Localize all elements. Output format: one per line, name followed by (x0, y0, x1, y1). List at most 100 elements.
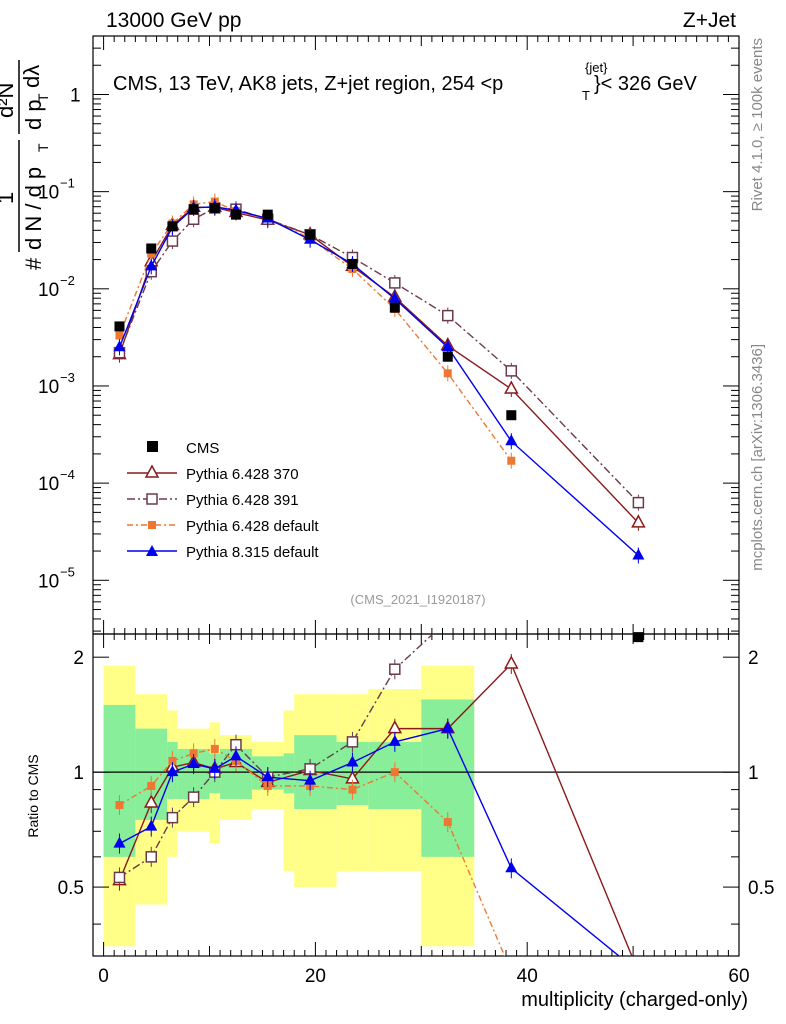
rivet-version-label: Rivet 4.1.0, ≥ 100k events (749, 38, 766, 211)
legend-entry-p6-370: Pythia 6.428 370 (127, 464, 299, 483)
ratio-point-pythia-8-315-default (261, 770, 274, 782)
y-axis-label: # d N / d p T 1 d p T dλ d²N (0, 60, 51, 270)
series-line-pythia-6-428-391 (118, 207, 639, 504)
cms-point (167, 221, 178, 232)
ratio-y-tick-label-right: 2 (748, 648, 759, 669)
data-point-pythia-6-428-370 (504, 380, 519, 394)
legend-label-p8-default: Pythia 8.315 default (186, 544, 319, 561)
cms-point (347, 259, 358, 270)
y-tick-label: 1 (70, 85, 81, 106)
y-tick-label: 10 (38, 280, 59, 301)
legend-marker-p6-370 (144, 464, 160, 478)
data-point-pythia-6-428-default (507, 456, 516, 465)
data-point-pythia-6-428-391 (389, 277, 401, 289)
legend-label-p6-default: Pythia 6.428 default (186, 518, 319, 535)
y-tick-label-exponent: −1 (60, 176, 75, 191)
y-label-den-sub: T (35, 143, 51, 152)
cms-point (188, 204, 199, 215)
ratio-point-pythia-8-315-default (304, 773, 317, 785)
title-post: }< 326 GeV (594, 73, 698, 95)
cms-point (262, 209, 273, 220)
y-tick-label: 10 (38, 183, 59, 204)
data-point-pythia-6-428-391 (442, 309, 454, 322)
y-tick-label: 10 (38, 377, 59, 398)
legend-marker-p6-default (148, 521, 156, 529)
ratio-y-axis-label: Ratio to CMS (25, 754, 41, 837)
ratio-point-pythia-6-428-default (115, 801, 124, 810)
ratio-point-pythia-8-315-default (166, 765, 179, 777)
cms-point (114, 321, 125, 332)
y-tick-label-exponent: −3 (60, 370, 75, 385)
title-pre: CMS, 13 TeV, AK8 jets, Z+jet region, 254… (113, 73, 503, 95)
ratio-series-group (112, 634, 633, 956)
y-tick-label-exponent: −4 (60, 467, 75, 482)
mcplots-label: mcplots.cern.ch [arXiv:1306.3436] (749, 344, 766, 571)
ratio-point-pythia-8-315-default (346, 755, 359, 767)
legend-entry-p8-default: Pythia 8.315 default (127, 544, 319, 561)
legend-label-cms: CMS (186, 440, 219, 457)
legend-label-p6-370: Pythia 6.428 370 (186, 466, 299, 483)
ratio-point-pythia-6-428-391 (346, 736, 359, 748)
data-point-pythia-8-315-default (632, 548, 645, 560)
legend-entry-p6-391: Pythia 6.428 391 (127, 492, 299, 509)
ratio-plot-frame (92, 633, 740, 957)
data-point-pythia-8-315-default (441, 340, 454, 352)
ratio-point-pythia-8-315-default (208, 761, 221, 773)
data-point-pythia-6-428-391 (166, 235, 179, 247)
ratio-uncertainty-bands (93, 665, 739, 947)
legend-marker-p8-default (146, 545, 158, 556)
ratio-point-pythia-6-428-default (189, 749, 198, 758)
data-point-pythia-6-428-default (115, 331, 124, 340)
ratio-point-pythia-8-315-default (113, 836, 126, 848)
chart-title: CMS, 13 TeV, AK8 jets, Z+jet region, 254… (113, 60, 698, 103)
y-tick-label-exponent: −5 (60, 564, 75, 579)
ratio-point-pythia-6-428-370 (143, 794, 159, 808)
x-tick-label: 60 (728, 966, 749, 987)
ratio-point-pythia-6-428-default (147, 781, 156, 790)
header-left: 13000 GeV pp (106, 9, 241, 32)
cms-point (389, 302, 400, 313)
ratio-point-pythia-6-428-default (348, 785, 357, 794)
data-point-pythia-8-315-default (145, 259, 158, 271)
legend-label-p6-391: Pythia 6.428 391 (186, 492, 299, 509)
ratio-point-pythia-6-428-391 (145, 851, 157, 863)
cms-point (230, 209, 241, 220)
ratio-point-pythia-6-428-391 (187, 791, 200, 803)
y-label-den-text: d N / d p (21, 167, 46, 250)
ratio-point-pythia-8-315-default (441, 721, 454, 733)
ratio-y-tick-label-left: 2 (73, 648, 84, 669)
cms-data-points (114, 202, 644, 643)
cms-point (633, 632, 644, 643)
x-axis-label: multiplicity (charged-only) (521, 989, 748, 1011)
data-point-pythia-8-315-default (505, 434, 518, 446)
cms-point (146, 243, 157, 254)
title-sub: T (582, 88, 590, 103)
legend-marker-p6-391 (146, 493, 158, 505)
data-point-pythia-8-315-default (113, 340, 126, 352)
cms-point (506, 410, 517, 421)
ratio-point-pythia-8-315-default (505, 861, 518, 873)
cms-point (442, 351, 453, 362)
ratio-point-pythia-6-428-370 (504, 655, 519, 669)
y-label-dlambda: dλ (19, 65, 44, 88)
legend-entry-cms: CMS (147, 440, 219, 457)
y-label-hash-1: # (21, 257, 46, 270)
header-right: Z+Jet (683, 9, 736, 32)
legend-marker-cms (147, 441, 158, 452)
title-sup: {jet} (585, 60, 608, 75)
ratio-y-tick-label-right: 0.5 (748, 878, 774, 899)
data-point-pythia-6-428-default (147, 249, 156, 258)
y-label-dpt: d p (21, 99, 46, 130)
ratio-point-pythia-6-428-391 (113, 871, 126, 884)
x-tick-label: 40 (517, 966, 538, 987)
ratio-line-pythia-6-428-default (119, 748, 506, 956)
ratio-band-inner (103, 704, 136, 857)
ratio-point-pythia-6-428-default (390, 768, 399, 777)
ratio-point-pythia-8-315-default (187, 757, 200, 769)
data-point-pythia-6-428-default (443, 369, 452, 378)
ratio-y-tick-label-left: 0.5 (58, 878, 84, 899)
ratio-point-pythia-6-428-default (168, 756, 177, 765)
legend-entry-p6-default: Pythia 6.428 default (127, 518, 319, 535)
y-tick-label-exponent: −2 (60, 273, 75, 288)
